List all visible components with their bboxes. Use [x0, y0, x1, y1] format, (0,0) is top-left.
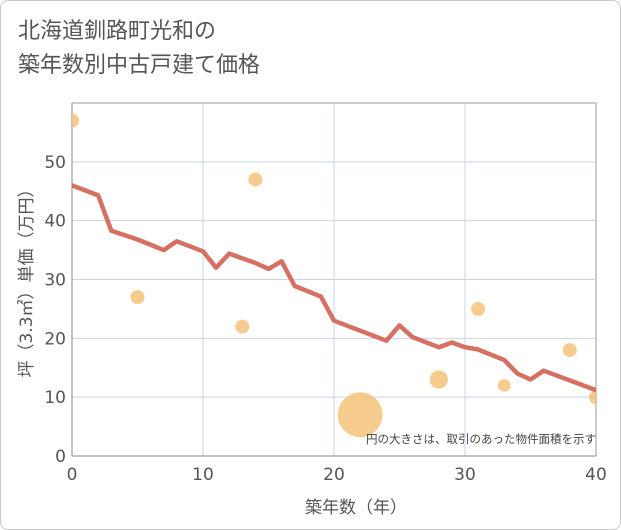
bubble-point-9 — [589, 390, 596, 405]
x-tick-label-40: 40 — [585, 465, 607, 485]
y-tick-label-20: 20 — [44, 329, 66, 349]
chart-title-line-2: 築年数別中古戸建て価格 — [18, 53, 261, 78]
chart-title-line-1: 北海道釧路町光和の — [18, 19, 217, 44]
bubble-point-3 — [248, 172, 263, 187]
y-tick-label-40: 40 — [44, 212, 66, 232]
y-tick-label-10: 10 — [44, 388, 66, 408]
x-tick-label-30: 30 — [454, 465, 476, 485]
bubble-point-6 — [471, 301, 486, 316]
bubble-point-2 — [235, 319, 250, 334]
y-axis-label: 坪（3.3㎡）単価（万円） — [17, 180, 37, 377]
tick-labels: 0 10 20 30 40 0 10 20 30 40 50 — [44, 153, 606, 485]
y-tick-label-50: 50 — [44, 153, 66, 173]
x-tick-label-20: 20 — [323, 465, 345, 485]
bubble-size-note: 円の大きさは、取引のあった物件面積を示す — [366, 432, 596, 446]
y-tick-label-30: 30 — [44, 271, 66, 291]
x-tick-label-10: 10 — [192, 465, 214, 485]
bubble-point-4 — [337, 392, 383, 438]
x-axis-label: 築年数（年） — [305, 498, 407, 518]
bubble-point-7 — [498, 379, 511, 392]
grid-lines — [71, 102, 597, 457]
bubble-series — [72, 113, 596, 438]
trend-line — [72, 183, 596, 393]
bubble-point-5 — [429, 370, 448, 389]
bubble-point-0 — [72, 113, 79, 128]
bubble-point-1 — [130, 290, 145, 305]
chart-title: 北海道釧路町光和の 築年数別中古戸建て価格 — [18, 15, 260, 83]
y-tick-label-0: 0 — [55, 447, 66, 467]
x-tick-label-0: 0 — [67, 465, 78, 485]
bubble-point-8 — [562, 343, 577, 358]
trend-line-series — [72, 183, 596, 393]
